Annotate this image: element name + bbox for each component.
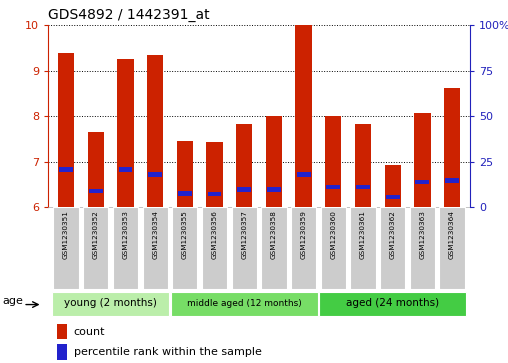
Bar <box>148 172 162 176</box>
Text: GSM1230359: GSM1230359 <box>301 210 307 259</box>
Bar <box>147 55 163 207</box>
Text: GSM1230360: GSM1230360 <box>330 210 336 259</box>
Text: GSM1230355: GSM1230355 <box>182 210 188 259</box>
Bar <box>57 324 67 339</box>
Bar <box>113 207 138 289</box>
Text: age: age <box>3 296 23 306</box>
Bar <box>326 185 340 189</box>
Bar <box>57 344 67 359</box>
Bar <box>291 207 316 289</box>
Bar <box>202 207 227 289</box>
Text: GSM1230356: GSM1230356 <box>211 210 217 259</box>
Bar <box>143 207 168 289</box>
Bar <box>325 116 341 207</box>
Text: GSM1230357: GSM1230357 <box>241 210 247 259</box>
Bar <box>414 113 431 207</box>
Bar <box>351 207 375 289</box>
Text: GSM1230362: GSM1230362 <box>390 210 396 259</box>
Bar <box>237 187 251 192</box>
Bar <box>236 124 252 207</box>
Bar <box>177 141 193 207</box>
Bar <box>297 172 310 176</box>
Bar <box>410 207 435 289</box>
Text: GSM1230358: GSM1230358 <box>271 210 277 259</box>
Bar <box>208 192 221 196</box>
Bar <box>416 180 429 184</box>
Bar <box>232 207 257 289</box>
Bar <box>386 195 400 199</box>
Bar <box>89 189 103 193</box>
Bar <box>266 116 282 207</box>
Bar <box>117 60 134 207</box>
Text: GSM1230352: GSM1230352 <box>93 210 99 259</box>
Text: young (2 months): young (2 months) <box>64 298 157 309</box>
Bar <box>355 124 371 207</box>
Bar <box>385 165 401 207</box>
Bar <box>445 178 459 183</box>
Bar <box>319 292 466 316</box>
Text: GSM1230363: GSM1230363 <box>420 210 425 259</box>
Bar <box>53 207 79 289</box>
Text: aged (24 months): aged (24 months) <box>346 298 439 309</box>
Bar <box>58 53 74 207</box>
Text: GSM1230354: GSM1230354 <box>152 210 158 259</box>
Bar <box>439 207 465 289</box>
Bar <box>171 292 318 316</box>
Text: count: count <box>74 327 105 337</box>
Bar <box>261 207 287 289</box>
Text: percentile rank within the sample: percentile rank within the sample <box>74 347 262 357</box>
Bar <box>206 142 223 207</box>
Bar <box>87 132 104 207</box>
Text: middle aged (12 months): middle aged (12 months) <box>187 299 302 308</box>
Bar <box>267 187 281 192</box>
Bar <box>296 25 312 207</box>
Bar <box>172 207 198 289</box>
Text: GSM1230361: GSM1230361 <box>360 210 366 259</box>
Text: GSM1230351: GSM1230351 <box>63 210 69 259</box>
Text: GDS4892 / 1442391_at: GDS4892 / 1442391_at <box>48 8 210 22</box>
Text: GSM1230364: GSM1230364 <box>449 210 455 259</box>
Bar <box>321 207 346 289</box>
Bar <box>356 185 370 189</box>
Bar <box>178 191 192 196</box>
Bar <box>380 207 405 289</box>
Text: GSM1230353: GSM1230353 <box>122 210 129 259</box>
Bar <box>52 292 169 316</box>
Bar <box>444 88 460 207</box>
Bar <box>59 167 73 172</box>
Bar <box>118 167 133 172</box>
Bar <box>83 207 108 289</box>
